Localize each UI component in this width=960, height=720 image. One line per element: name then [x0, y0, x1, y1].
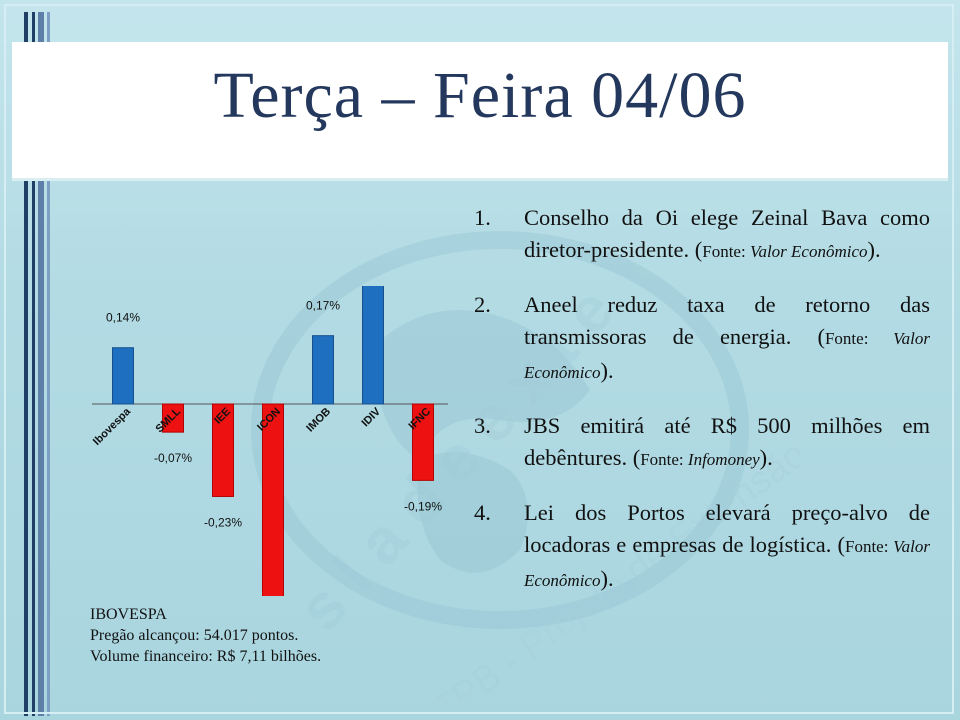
bar-imob — [312, 335, 334, 405]
data-label: 0,14% — [106, 311, 140, 325]
decorative-stripes-side — [24, 180, 58, 716]
news-number: 2. — [474, 292, 491, 317]
news-item: 2. Aneel reduz taxa de retorno das trans… — [474, 289, 930, 389]
bar-ifnc — [412, 403, 434, 481]
news-source-name: Valor Econômico — [749, 242, 868, 261]
news-source-name: Valor Econômico — [524, 329, 930, 382]
data-label: -0,07% — [154, 451, 192, 465]
news-close: ). — [867, 237, 881, 262]
news-text: JBS emitirá até R$ 500 milhões em debênt… — [524, 413, 930, 470]
news-source-label: Fonte: — [844, 537, 894, 556]
category-label: IDIV — [359, 405, 383, 429]
index-bar-chart: 0,14%Ibovespa-0,07%SMLL-0,23%IEE-0,61%IC… — [91, 286, 448, 596]
news-close: ). — [600, 358, 614, 383]
news-source-label: Fonte: — [824, 329, 894, 348]
category-label: Ibovespa — [91, 405, 134, 448]
slide-frame — [4, 4, 954, 714]
news-close: ). — [759, 445, 773, 470]
ibovespa-summary: IBOVESPA Pregão alcançou: 54.017 pontos.… — [90, 604, 321, 667]
news-number: 3. — [474, 413, 491, 438]
news-item: 3. JBS emitirá até R$ 500 milhões em deb… — [474, 410, 930, 476]
bar-iee — [212, 403, 234, 497]
title-band — [12, 42, 948, 178]
news-text: Lei dos Portos elevará preço-alvo de loc… — [524, 500, 930, 557]
news-number: 1. — [474, 205, 491, 230]
bar-smll — [162, 403, 184, 433]
slide-title: Terça – Feira 04/06 — [213, 59, 747, 132]
news-text: Conselho da Oi elege Zeinal Bava como di… — [524, 205, 930, 262]
bar-idiv — [362, 286, 384, 405]
bar-icon — [262, 403, 284, 596]
data-label: 0,17% — [306, 299, 340, 313]
news-source-label: Fonte: — [702, 242, 750, 261]
news-source-name: Infomoney — [687, 450, 760, 469]
data-label: -0,19% — [404, 499, 442, 513]
news-source-label: Fonte: — [640, 450, 688, 469]
decorative-stripes-top — [24, 12, 58, 42]
summary-heading: IBOVESPA — [90, 606, 167, 623]
title-divider — [12, 178, 948, 181]
bar-ibovespa — [112, 347, 134, 405]
news-item: 4. Lei dos Portos elevará preço-alvo de … — [474, 497, 930, 597]
data-label: -0,23% — [204, 515, 242, 529]
category-label: IMOB — [304, 406, 333, 435]
summary-line-points: Pregão alcançou: 54.017 pontos. — [90, 627, 299, 644]
news-text: Aneel reduz taxa de retorno das transmis… — [524, 292, 930, 349]
news-list: 1. Conselho da Oi elege Zeinal Bava como… — [474, 202, 930, 618]
news-close: ). — [600, 566, 614, 591]
news-source-name: Valor Econômico — [524, 537, 930, 590]
news-item: 1. Conselho da Oi elege Zeinal Bava como… — [474, 202, 930, 268]
news-number: 4. — [474, 500, 491, 525]
summary-line-volume: Volume financeiro: R$ 7,11 bilhões. — [90, 648, 322, 665]
